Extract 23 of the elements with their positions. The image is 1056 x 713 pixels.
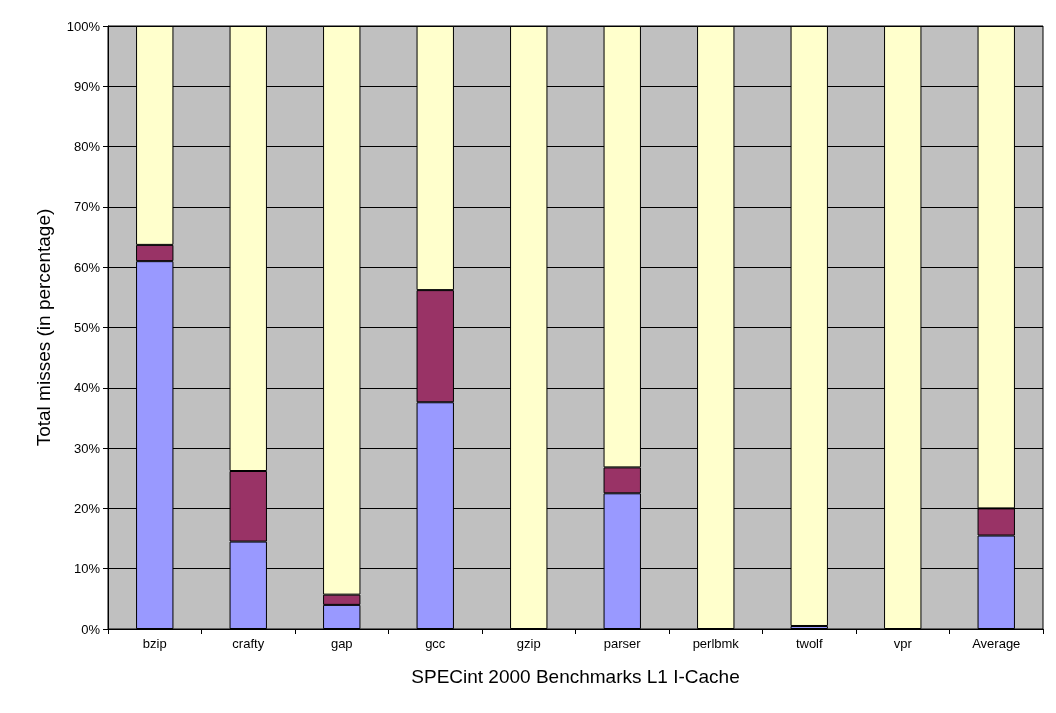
x-tick-label: gzip: [516, 636, 541, 651]
x-axis-title: SPECint 2000 Benchmarks L1 I-Cache: [411, 666, 740, 687]
x-tick-label: crafty: [232, 636, 265, 651]
y-tick-label: 70%: [73, 199, 101, 215]
y-tick-label: 50%: [73, 320, 101, 335]
y-tick-label: 0%: [81, 621, 101, 637]
y-axis-title: Total misses (in percentage): [33, 208, 54, 447]
y-tick-label: 10%: [73, 561, 101, 577]
x-tick-label: perlbmk: [692, 636, 740, 651]
y-tick-label: 80%: [73, 139, 101, 155]
y-tick-label: 90%: [73, 78, 101, 94]
x-tick-label: parser: [603, 636, 642, 651]
x-tick-label: gap: [330, 636, 353, 651]
y-tick-label: 60%: [73, 259, 101, 275]
y-tick-label: 100%: [66, 18, 101, 34]
x-tick-label: gcc: [425, 636, 446, 651]
x-tick-label: twolf: [795, 636, 823, 651]
x-tick-label: vpr: [893, 636, 913, 651]
x-tick-label: bzip: [142, 636, 167, 651]
x-tick-label: Average: [972, 636, 1021, 651]
y-tick-label: 20%: [73, 500, 101, 516]
y-tick-label: 40%: [73, 380, 101, 396]
y-tick-label: 30%: [73, 440, 101, 456]
